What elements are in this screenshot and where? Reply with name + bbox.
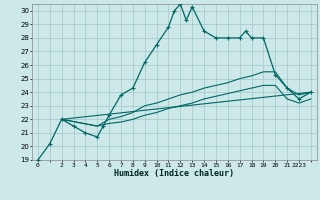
X-axis label: Humidex (Indice chaleur): Humidex (Indice chaleur) — [115, 169, 234, 178]
